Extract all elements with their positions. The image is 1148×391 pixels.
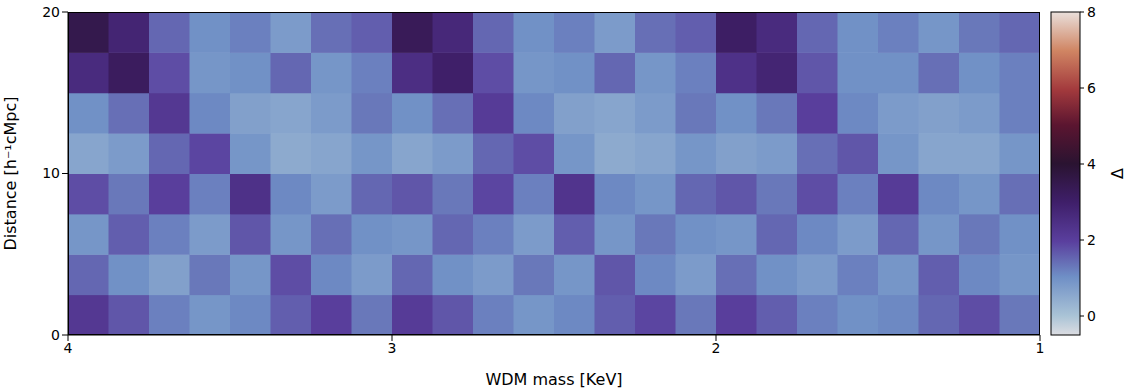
svg-text:2: 2: [1087, 232, 1096, 248]
svg-text:8: 8: [1087, 4, 1096, 20]
svg-text:Distance [h⁻¹cMpc]: Distance [h⁻¹cMpc]: [1, 96, 20, 250]
svg-text:6: 6: [1087, 80, 1096, 96]
svg-text:2: 2: [712, 340, 721, 356]
svg-text:Δ: Δ: [1108, 168, 1127, 179]
svg-text:3: 3: [388, 340, 397, 356]
svg-text:1: 1: [1036, 340, 1045, 356]
svg-text:0: 0: [1087, 308, 1096, 324]
svg-text:20: 20: [42, 4, 60, 20]
svg-text:4: 4: [1087, 156, 1096, 172]
svg-text:4: 4: [64, 340, 73, 356]
svg-text:WDM mass [KeV]: WDM mass [KeV]: [485, 370, 622, 389]
svg-text:0: 0: [51, 327, 60, 343]
svg-text:10: 10: [42, 165, 60, 181]
